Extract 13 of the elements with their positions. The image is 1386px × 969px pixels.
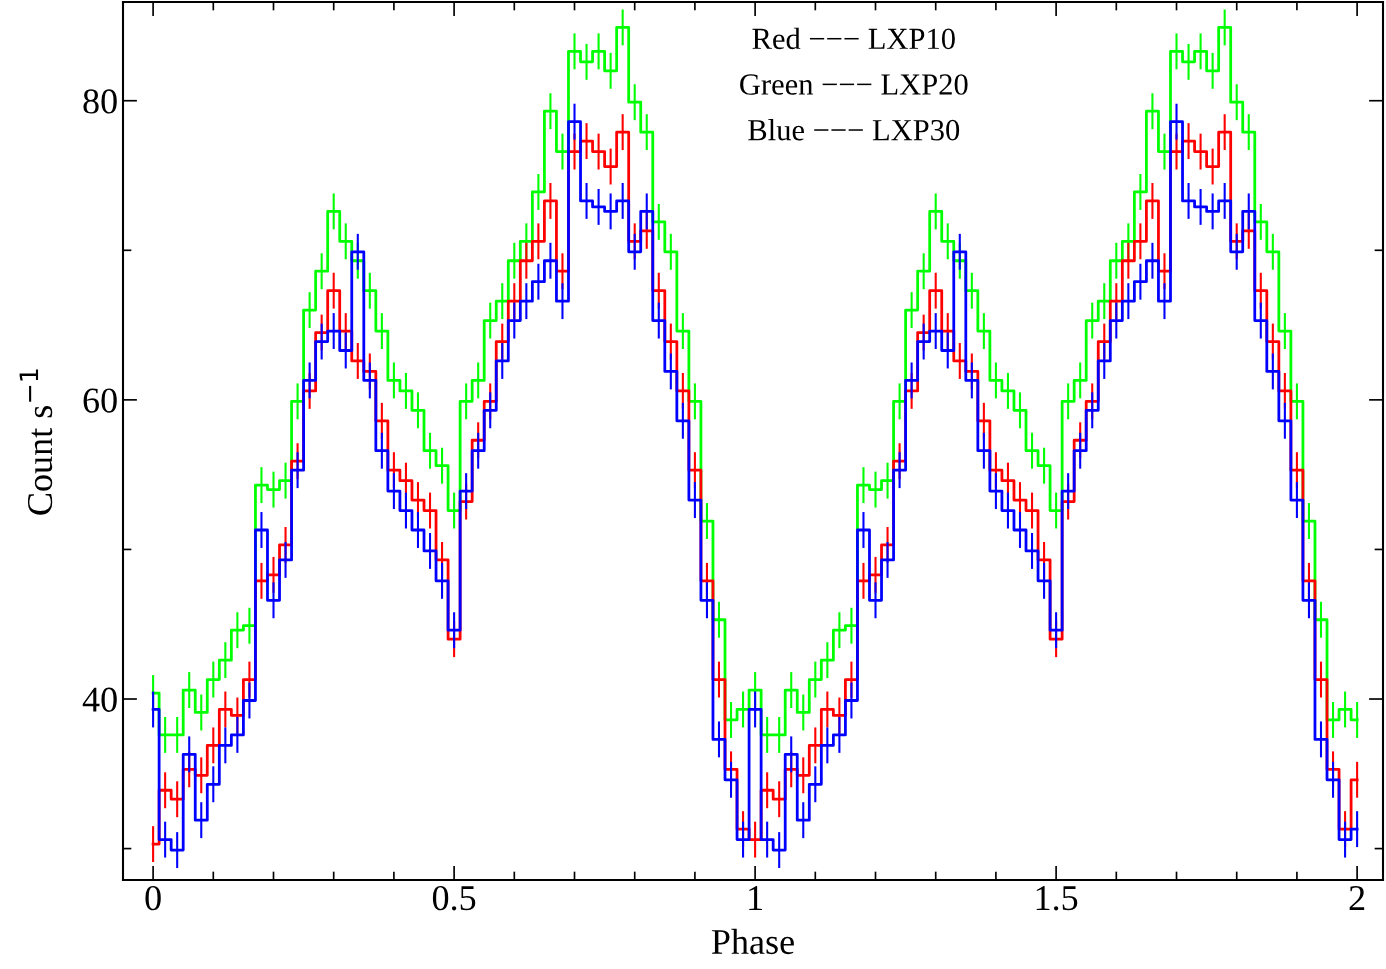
x-tick-label: 0 (145, 885, 161, 911)
y-tick-label: 60 (83, 388, 117, 413)
annotation: Blue −−− LXP30 (748, 118, 960, 141)
y-tick-label: 80 (83, 89, 117, 114)
x-tick-label: 1.5 (1036, 886, 1078, 911)
annotation: Green −−− LXP20 (740, 74, 968, 95)
x-tick-label: 2 (1349, 886, 1365, 910)
y-tick-label: 40 (82, 687, 117, 712)
x-axis-title: Phase (711, 928, 794, 955)
x-tick-label: 0.5 (432, 885, 476, 911)
annotation: Red −−− LXP10 (752, 27, 955, 50)
x-tick-label: 1 (749, 886, 762, 910)
y-axis-title: Count s$^{−1}$ (19, 369, 53, 515)
